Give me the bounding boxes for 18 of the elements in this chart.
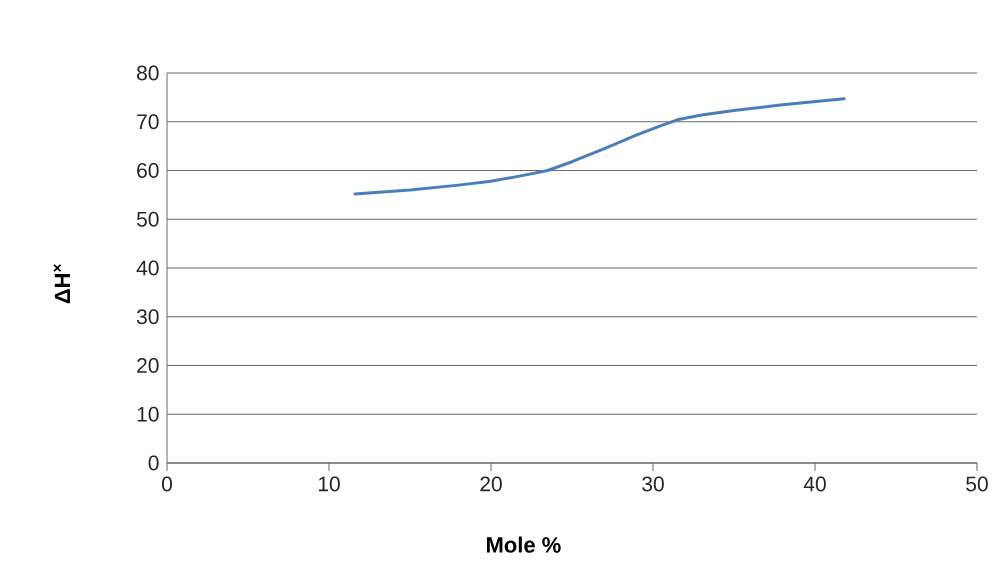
x-tick-label: 40 [803,476,826,492]
x-tick-label: 30 [642,476,664,492]
y-tick-label: 80 [137,65,159,81]
x-tick-label: 10 [318,476,340,492]
y-axis-title: ΔH$^{×}$ [53,264,70,304]
y-tick-label: 50 [136,211,159,227]
y-tick-label: 70 [137,114,159,130]
y-tick-label: 10 [137,406,159,422]
y-tick-label: 0 [148,455,159,471]
y-tick-label: 60 [137,163,159,178]
y-tick-label: 40 [136,260,159,276]
x-tick-label: 0 [161,476,173,492]
y-tick-label: 20 [137,358,159,373]
x-tick-label: 50 [966,476,988,492]
line-series [353,97,846,196]
x-tick-label: 20 [480,476,502,492]
x-axis-title: Mole % [486,536,561,553]
y-tick-label: 30 [136,309,159,325]
